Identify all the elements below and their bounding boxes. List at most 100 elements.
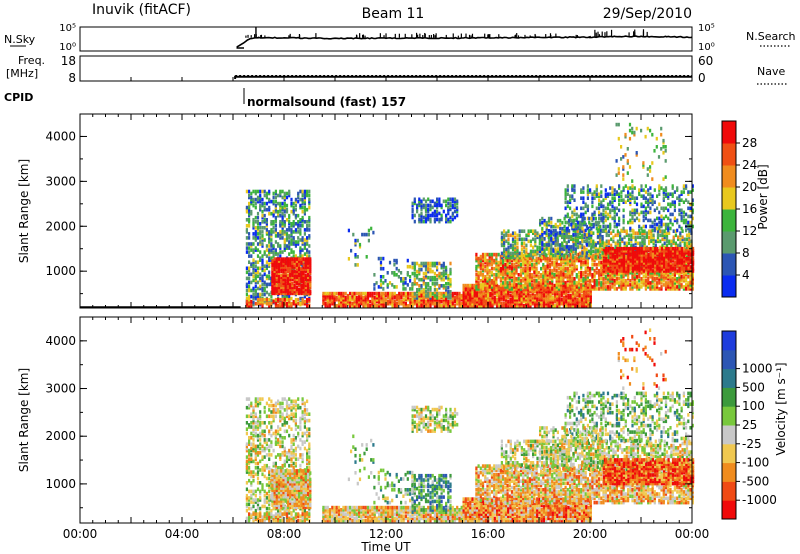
heatmap-cell — [252, 268, 255, 273]
heatmap-cell — [250, 211, 253, 216]
heatmap-cell — [581, 229, 584, 233]
heatmap-cell — [306, 224, 309, 228]
heatmap-cell — [471, 295, 474, 300]
heatmap-cell — [309, 277, 312, 282]
heatmap-cell — [306, 299, 309, 304]
heatmap-cell — [469, 299, 472, 304]
heatmap-cell — [606, 285, 610, 289]
heatmap-cell — [280, 283, 283, 288]
heatmap-cell — [527, 231, 530, 235]
heatmap-cell — [293, 291, 296, 296]
heatmap-cell — [609, 214, 612, 219]
heatmap-cell — [567, 249, 570, 254]
heatmap-cell — [518, 297, 521, 302]
heatmap-cell — [445, 215, 448, 220]
heatmap-cell — [487, 293, 490, 298]
heatmap-cell — [275, 289, 278, 294]
heatmap-cell — [342, 293, 345, 298]
heatmap-cell — [275, 263, 278, 267]
heatmap-cell — [571, 293, 574, 298]
heatmap-cell — [256, 242, 260, 246]
heatmap-cell — [591, 275, 594, 279]
heatmap-cell — [641, 239, 644, 244]
heatmap-cell — [556, 301, 559, 306]
heatmap-cell — [540, 287, 543, 291]
heatmap-cell — [578, 231, 581, 235]
heatmap-cell — [411, 215, 414, 220]
heatmap-cell — [373, 273, 376, 277]
heatmap-cell — [464, 289, 467, 294]
heatmap-cell — [553, 260, 556, 265]
heatmap-cell — [549, 251, 552, 256]
heatmap-cell — [382, 291, 385, 296]
heatmap-cell — [613, 214, 616, 219]
heatmap-cell — [671, 283, 674, 287]
heatmap-cell — [611, 285, 614, 289]
heatmap-cell — [615, 273, 618, 277]
heatmap-cell — [586, 260, 589, 265]
heatmap-cell — [275, 291, 278, 296]
heatmap-cell — [527, 229, 530, 233]
heatmap-cell — [514, 253, 517, 258]
heatmap-cell — [265, 284, 268, 289]
heatmap-cell — [252, 296, 255, 301]
heatmap-cell — [605, 241, 608, 246]
heatmap-cell — [442, 284, 445, 288]
heatmap-cell — [282, 259, 285, 263]
heatmap-cell — [418, 219, 421, 224]
heatmap-cell — [420, 293, 423, 298]
heatmap-cell — [542, 266, 545, 271]
heatmap-cell — [591, 287, 594, 291]
heatmap-cell — [499, 285, 502, 289]
heatmap-cell — [453, 209, 457, 214]
heatmap-cell — [620, 198, 623, 202]
heatmap-cell — [270, 250, 273, 254]
heatmap-cell — [261, 254, 264, 258]
heatmap-cell — [484, 285, 487, 289]
heatmap-cell — [252, 300, 255, 305]
heatmap-cell — [449, 277, 452, 282]
heatmap-cell — [285, 234, 289, 238]
heatmap-cell — [284, 257, 287, 261]
heatmap-cell — [283, 193, 286, 198]
heatmap-cell — [297, 213, 300, 218]
heatmap-cell — [268, 264, 271, 268]
heatmap-cell — [573, 188, 576, 192]
heatmap-cell — [484, 289, 487, 294]
heatmap-cell — [445, 203, 448, 208]
heatmap-cell — [358, 299, 361, 304]
heatmap-cell — [525, 247, 528, 252]
heatmap-cell — [495, 264, 498, 269]
heatmap-cell — [424, 271, 428, 276]
heatmap-cell — [674, 229, 677, 233]
heatmap-cell — [427, 284, 430, 288]
heatmap-cell — [283, 248, 286, 252]
heatmap-cell — [281, 215, 284, 220]
heatmap-cell — [279, 222, 282, 226]
heatmap-cell — [382, 299, 385, 304]
heatmap-cell — [546, 258, 549, 263]
heatmap-cell — [523, 241, 526, 246]
heatmap-cell — [571, 258, 574, 263]
heatmap-cell — [273, 261, 276, 265]
heatmap-cell — [540, 273, 543, 277]
heatmap-cell — [480, 289, 483, 294]
heatmap-cell — [270, 294, 273, 299]
heatmap-cell — [633, 273, 636, 277]
heatmap-cell — [602, 224, 605, 229]
heatmap-cell — [285, 207, 289, 212]
heatmap-cell — [458, 297, 461, 302]
heatmap-cell — [288, 226, 291, 230]
heatmap-cell — [449, 304, 452, 308]
heatmap-cell — [496, 289, 499, 294]
heatmap-cell — [473, 285, 476, 290]
heatmap-cell — [464, 299, 467, 304]
heatmap-cell — [299, 205, 302, 210]
heatmap-cell — [259, 195, 262, 200]
heatmap-cell — [281, 304, 284, 308]
heatmap-cell — [254, 220, 257, 224]
heatmap-cell — [263, 280, 266, 285]
heatmap-cell — [609, 222, 612, 227]
heatmap-cell — [473, 295, 476, 300]
heatmap-cell — [500, 243, 503, 248]
